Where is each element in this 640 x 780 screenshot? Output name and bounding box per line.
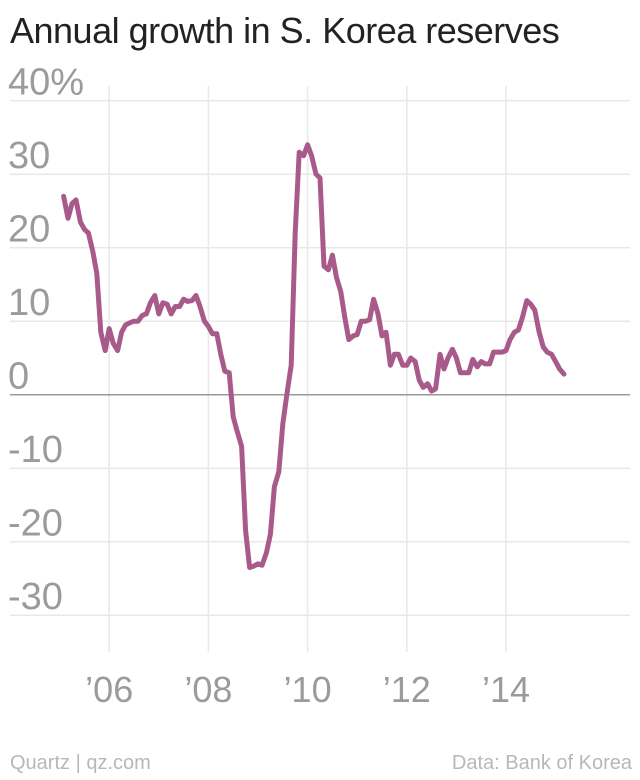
footer-credit: Quartz | qz.com bbox=[10, 752, 151, 774]
footer-source: Data: Bank of Korea bbox=[451, 752, 632, 774]
gridlines bbox=[10, 86, 630, 652]
x-tick-label: ’12 bbox=[383, 669, 431, 710]
x-tick-label: ’06 bbox=[85, 669, 133, 710]
y-tick-label: 10 bbox=[8, 282, 50, 324]
y-tick-label: -10 bbox=[8, 429, 63, 471]
chart-title: Annual growth in S. Korea reserves bbox=[10, 10, 560, 51]
y-tick-label: 40% bbox=[8, 62, 84, 104]
series-line bbox=[61, 142, 567, 570]
y-tick-label: 30 bbox=[8, 135, 50, 177]
y-tick-label: 0 bbox=[8, 356, 29, 398]
y-tick-label: 20 bbox=[8, 209, 50, 251]
y-tick-label: -20 bbox=[8, 503, 63, 545]
x-tick-label: ’08 bbox=[184, 669, 232, 710]
x-tick-label: ’10 bbox=[284, 669, 332, 710]
series-layer bbox=[61, 142, 567, 570]
tick-labels: 40% 30 20 10 0 -10 -20 -30 ’06 ’08 ’10 ’12 ’14 bbox=[8, 62, 530, 710]
x-tick-label: ’14 bbox=[482, 669, 530, 710]
y-tick-label: -30 bbox=[8, 576, 63, 618]
